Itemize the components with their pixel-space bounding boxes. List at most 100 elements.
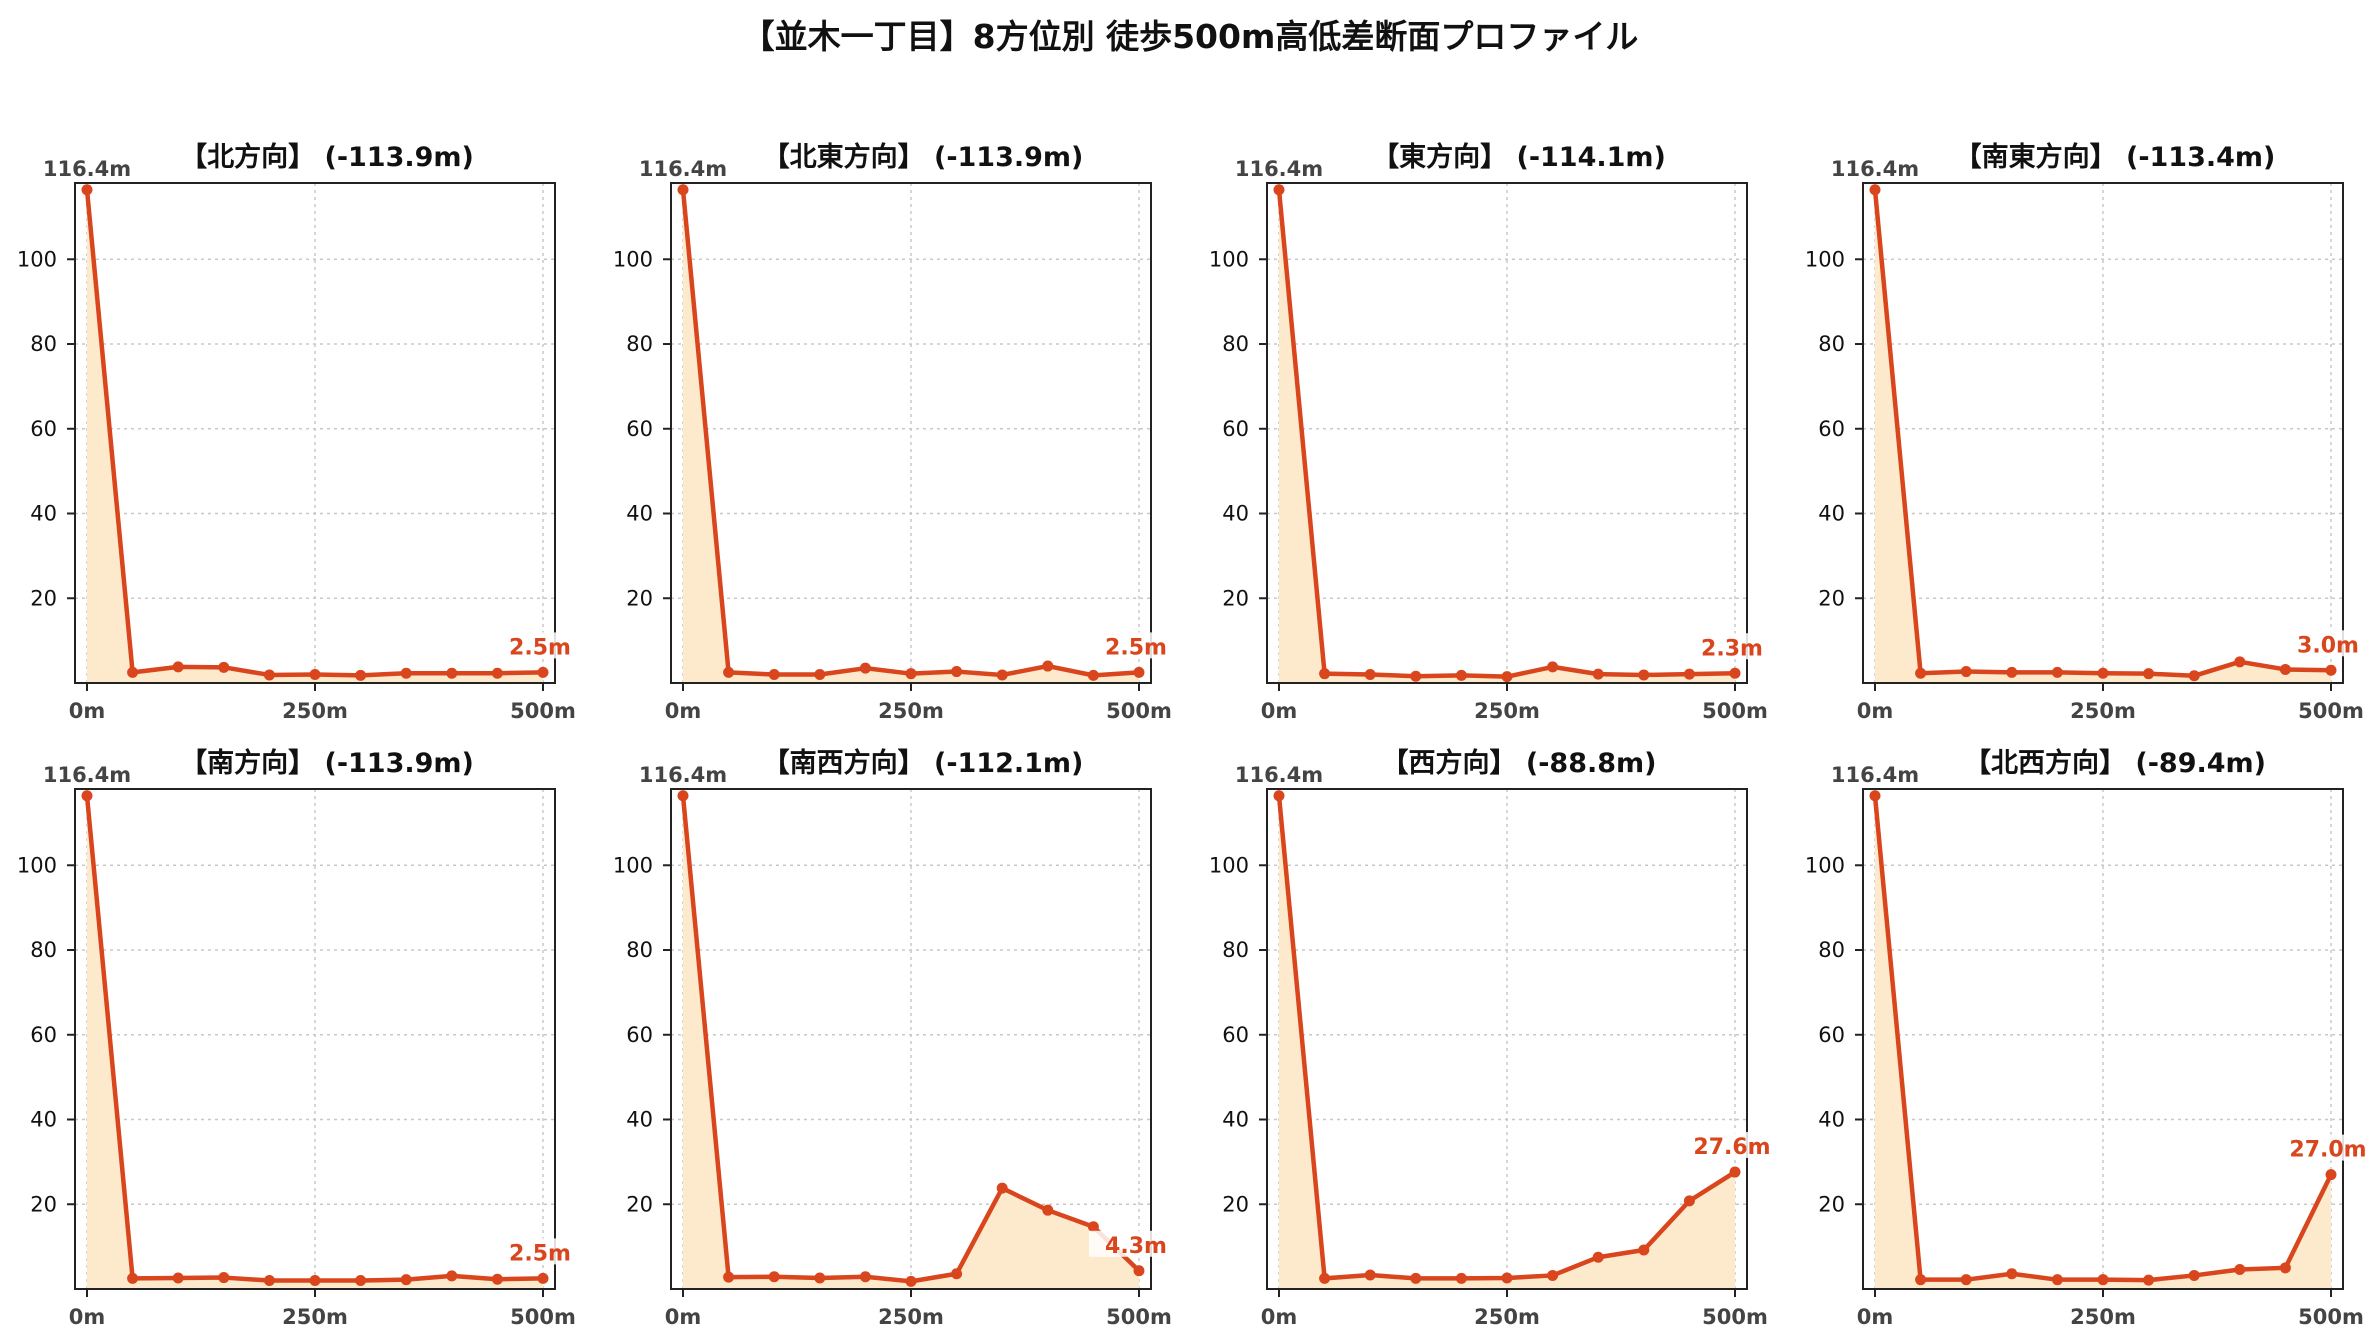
data-point	[1592, 1251, 1604, 1263]
x-tick-label: 250m	[2070, 1305, 2136, 1329]
data-point	[1319, 1272, 1331, 1284]
data-point	[263, 1275, 275, 1287]
x-tick-label: 250m	[282, 699, 348, 723]
end-label-box	[2281, 630, 2349, 657]
end-label-box	[1685, 1132, 1753, 1159]
x-tick-label: 250m	[2070, 699, 2136, 723]
title-box	[761, 742, 1086, 786]
x-tick-label: 0m	[665, 1305, 702, 1329]
x-tick-label: 500m	[2298, 1305, 2364, 1329]
panel-title: 【南方向】 (-113.9m)	[180, 747, 474, 779]
y-tick-label: 80	[1818, 332, 1845, 356]
x-tick-label: 0m	[69, 1305, 106, 1329]
data-point	[1455, 669, 1467, 681]
data-point	[446, 667, 458, 679]
x-tick-label: 0m	[1857, 699, 1894, 723]
data-point	[768, 669, 780, 681]
data-point	[2143, 1274, 2155, 1286]
y-tick-label: 80	[30, 938, 57, 962]
start-label-box	[633, 761, 733, 787]
y-tick-label: 40	[626, 1108, 653, 1132]
data-point	[127, 666, 139, 678]
panel-title: 【北西方向】 (-89.4m)	[1964, 747, 2266, 779]
y-tick-label: 80	[626, 938, 653, 962]
y-tick-label: 20	[30, 1192, 57, 1216]
data-point	[537, 1272, 549, 1284]
data-point	[1133, 666, 1145, 678]
y-tick-label: 100	[613, 853, 653, 877]
end-label-box	[1089, 1230, 1157, 1257]
plot-frame	[1266, 182, 1748, 684]
x-tick-label: 0m	[1857, 1305, 1894, 1329]
data-point	[172, 661, 184, 673]
plot-frame	[670, 182, 1152, 684]
end-elevation-label: 2.5m	[1105, 635, 1167, 660]
data-point	[1960, 666, 1972, 678]
data-point	[2234, 1264, 2246, 1276]
data-point	[1592, 668, 1604, 680]
y-tick-label: 80	[1222, 332, 1249, 356]
data-point	[1915, 667, 1927, 679]
data-point	[1410, 670, 1422, 682]
data-point	[446, 1270, 458, 1282]
x-tick-label: 250m	[878, 1305, 944, 1329]
end-elevation-label: 2.3m	[1701, 636, 1763, 661]
data-point	[1683, 668, 1695, 680]
y-tick-label: 100	[17, 853, 57, 877]
panel-title: 【東方向】 (-114.1m)	[1372, 141, 1666, 173]
x-tick-label: 250m	[1474, 1305, 1540, 1329]
data-point	[1638, 669, 1650, 681]
data-point	[491, 667, 503, 679]
y-tick-label: 60	[1222, 417, 1249, 441]
data-point	[905, 668, 917, 680]
start-elevation-label: 116.4m	[1235, 157, 1323, 181]
chart-panel: 20 40 60 80 100 0m 250m 500m 【北方向】 (-113.9m) 116.…	[17, 136, 576, 723]
data-point	[491, 1273, 503, 1285]
data-point	[1547, 1269, 1559, 1281]
chart-panel: 20 40 60 80 100 0m 250m 500m 【南方向】 (-113.9m) 116.…	[17, 742, 576, 1329]
panel-title: 【北方向】 (-113.9m)	[180, 141, 474, 173]
data-point	[2051, 666, 2063, 678]
y-tick-label: 80	[1222, 938, 1249, 962]
start-elevation-label: 116.4m	[1831, 763, 1919, 787]
start-label-box	[37, 761, 137, 787]
data-point	[81, 790, 93, 802]
data-point	[1729, 1166, 1741, 1178]
chart-panel: 20 40 60 80 100 0m 250m 500m 【南東方向】 (-113.4m) 116…	[1805, 136, 2364, 723]
plot-frame	[1862, 182, 2344, 684]
data-point	[2279, 1262, 2291, 1274]
data-point	[1683, 1195, 1695, 1207]
y-tick-label: 40	[626, 502, 653, 526]
end-elevation-label: 2.5m	[509, 635, 571, 660]
y-tick-label: 20	[1818, 586, 1845, 610]
data-point	[2325, 1169, 2337, 1181]
title-box	[165, 136, 490, 180]
y-tick-label: 100	[1209, 853, 1249, 877]
panel-title: 【南東方向】 (-113.4m)	[1955, 141, 2276, 173]
data-point	[2097, 667, 2109, 679]
data-point	[2325, 664, 2337, 676]
panel-title: 【南西方向】 (-112.1m)	[763, 747, 1084, 779]
x-tick-label: 0m	[1261, 1305, 1298, 1329]
y-tick-label: 20	[1222, 586, 1249, 610]
end-elevation-label: 27.6m	[1693, 1135, 1770, 1160]
x-tick-label: 250m	[878, 699, 944, 723]
area-fill	[1279, 795, 1735, 1289]
start-elevation-label: 116.4m	[43, 763, 131, 787]
end-label-box	[1685, 633, 1753, 660]
data-point	[1547, 661, 1559, 673]
data-point	[951, 1268, 963, 1280]
data-point	[309, 669, 321, 681]
start-elevation-label: 116.4m	[43, 157, 131, 181]
start-label-box	[633, 155, 733, 181]
title-box	[761, 136, 1086, 180]
data-point	[814, 1272, 826, 1284]
data-point	[951, 666, 963, 678]
data-point	[172, 1272, 184, 1284]
title-box	[1357, 742, 1682, 786]
start-label-box	[1229, 761, 1329, 787]
end-elevation-label: 3.0m	[2297, 633, 2359, 658]
start-label-box	[1825, 155, 1925, 181]
data-point	[768, 1271, 780, 1283]
data-point	[2279, 663, 2291, 675]
